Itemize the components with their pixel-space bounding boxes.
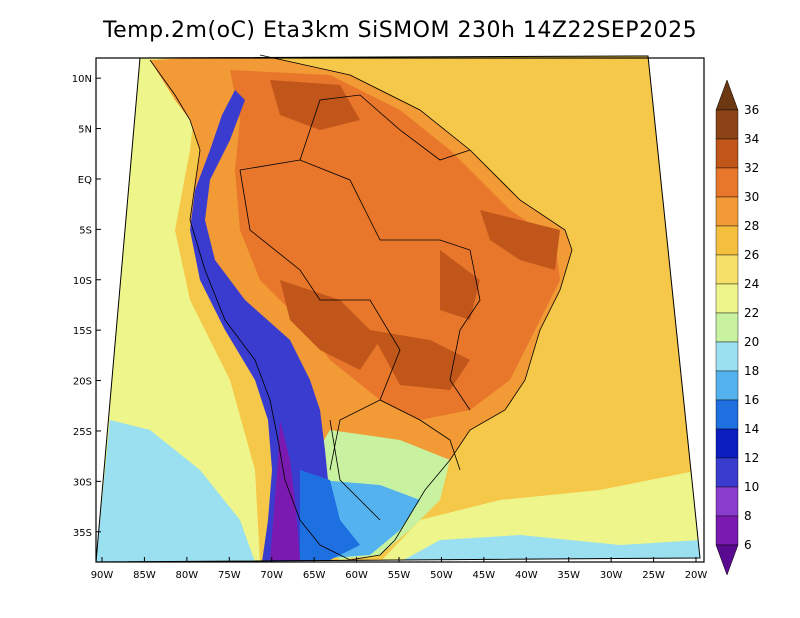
very-hot-region-5 xyxy=(370,330,470,390)
lon-tick-label: 90W xyxy=(91,570,114,581)
map-frame xyxy=(95,57,705,563)
lon-tick-label: 70W xyxy=(260,570,283,581)
colorbar-level-label: 10 xyxy=(744,480,759,494)
lat-tick-label: 5N xyxy=(78,125,92,136)
colorbar-swatch xyxy=(715,515,739,546)
lon-tick-label: 80W xyxy=(176,570,199,581)
colorbar-level-label: 22 xyxy=(744,306,759,320)
very-hot-region-3 xyxy=(480,210,560,270)
lat-tick-label: 10S xyxy=(73,276,92,287)
lon-tick-label: 65W xyxy=(303,570,326,581)
lon-tick-label: 25W xyxy=(642,570,665,581)
colorbar-level-label: 26 xyxy=(744,248,759,262)
colorbar-swatch xyxy=(715,486,739,517)
colorbar-swatch xyxy=(715,283,739,314)
lon-tick-label: 50W xyxy=(430,570,453,581)
border-line-1 xyxy=(239,159,481,411)
colorbar-level-label: 24 xyxy=(744,277,759,291)
andes-cold-strip xyxy=(190,90,330,562)
lon-tick-label: 85W xyxy=(133,570,156,581)
colorbar-swatch xyxy=(715,370,739,401)
patagonia-cold xyxy=(300,470,360,560)
country-borders xyxy=(149,54,573,561)
colorbar-level-label: 8 xyxy=(744,509,752,523)
temperature-field xyxy=(96,56,700,562)
map-title: Temp.2m(oC) Eta3km SiSMOM 230h 14Z22SEP2… xyxy=(102,18,698,43)
lon-tick-label: 45W xyxy=(473,570,496,581)
colorbar-level-label: 30 xyxy=(744,190,759,204)
colorbar-level-label: 36 xyxy=(744,103,759,117)
longitude-axis: 90W 85W 80W 75W 70W 65W 60W 55W 50W 45W 40W 35W 30W 2… xyxy=(91,557,708,581)
colorbar-swatch xyxy=(715,196,739,227)
lat-tick-label: 35S xyxy=(73,528,92,539)
colorbar-swatch xyxy=(715,167,739,198)
pacific-south-cold xyxy=(96,420,255,562)
colorbar-swatch xyxy=(715,457,739,488)
colorbar-swatch xyxy=(715,312,739,343)
lon-tick-label: 40W xyxy=(515,570,538,581)
lat-tick-label: 20S xyxy=(73,377,92,388)
lat-tick-label: EQ xyxy=(78,175,92,186)
colorbar-under-arrow xyxy=(715,544,739,576)
lon-tick-label: 55W xyxy=(388,570,411,581)
lat-tick-label: 30S xyxy=(73,477,92,488)
border-line-3 xyxy=(299,94,471,161)
continent-coastline xyxy=(149,54,573,561)
lat-tick-label: 15S xyxy=(73,326,92,337)
colorbar-level-label: 16 xyxy=(744,393,759,407)
lon-tick-label: 60W xyxy=(345,570,368,581)
colorbar-level-label: 34 xyxy=(744,132,759,146)
latitude-axis: 10N 5N EQ 5S 10S 15S 20S 25S 30S 35S xyxy=(72,74,101,539)
colorbar-level-label: 20 xyxy=(744,335,759,349)
border-line-2 xyxy=(239,169,401,471)
lon-tick-label: 75W xyxy=(218,570,241,581)
lat-tick-label: 5S xyxy=(79,225,92,236)
border-line-5 xyxy=(329,419,381,521)
colorbar-swatch xyxy=(715,399,739,430)
lon-tick-label: 35W xyxy=(557,570,580,581)
colorbar-level-label: 32 xyxy=(744,161,759,175)
lon-tick-label: 30W xyxy=(600,570,623,581)
colorbar-level-label: 28 xyxy=(744,219,759,233)
map-domain-outline xyxy=(95,55,701,563)
colorbar-swatch xyxy=(715,341,739,372)
border-line-4 xyxy=(379,399,461,471)
very-hot-region-4 xyxy=(270,80,360,130)
very-hot-region-2 xyxy=(440,250,480,320)
lat-tick-label: 10N xyxy=(72,74,92,85)
colorbar-swatch xyxy=(715,254,739,285)
lon-tick-label: 20W xyxy=(685,570,708,581)
colorbar-swatch xyxy=(715,138,739,169)
colorbar-level-label: 12 xyxy=(744,451,759,465)
colorbar-swatch xyxy=(715,109,739,140)
atlantic-south-colder xyxy=(400,535,700,562)
colorbar: 36 34 32 30 28 26 24 22 20 18 16 14 12 10 8 6 xyxy=(715,79,759,576)
colorbar-level-label: 14 xyxy=(744,422,759,436)
colorbar-swatch xyxy=(715,225,739,256)
colorbar-level-label: 18 xyxy=(744,364,759,378)
very-hot-region-1 xyxy=(280,280,380,370)
lat-tick-label: 25S xyxy=(73,427,92,438)
colorbar-over-arrow xyxy=(715,79,739,111)
colorbar-level-label: 6 xyxy=(744,538,752,552)
andes-coldest-core xyxy=(270,420,300,560)
colorbar-swatch xyxy=(715,428,739,459)
